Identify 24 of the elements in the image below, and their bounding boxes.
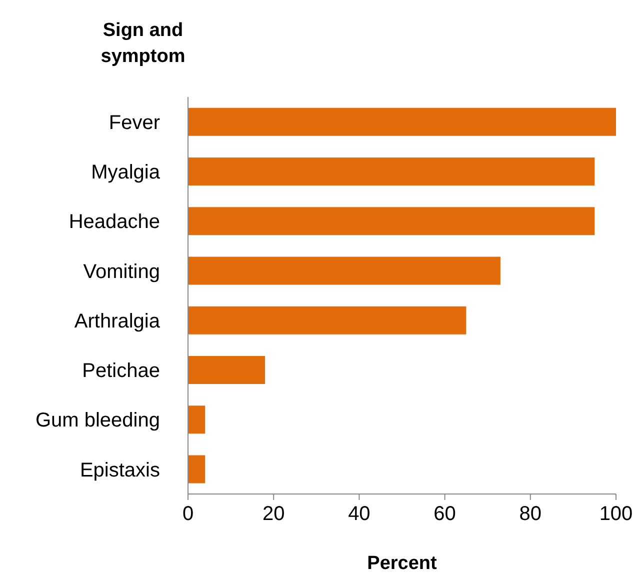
x-tick-label: 80 [519, 503, 542, 526]
bar [188, 158, 595, 186]
bar [188, 207, 595, 236]
bar [188, 256, 500, 285]
bar [188, 108, 616, 136]
x-axis-title: Percent [367, 553, 438, 574]
y-tick-label: Headache [68, 211, 160, 234]
x-tick-label: 20 [262, 503, 285, 526]
y-tick-label: Myalgia [91, 162, 161, 184]
y-tick-label: Arthralgia [74, 310, 161, 332]
y-tick-label: Gum bleeding [35, 410, 160, 432]
y-tick-label: Vomiting [83, 260, 160, 283]
y-tick-label: Fever [108, 112, 160, 134]
bar [188, 455, 206, 484]
bar [188, 406, 206, 434]
x-tick-label: 0 [182, 503, 194, 526]
x-tick-label: 40 [348, 503, 370, 526]
chart-title: Sign and symptom [100, 19, 186, 69]
y-tick-label: Epistaxis [80, 459, 160, 482]
bar [188, 306, 466, 334]
x-tick-label: 100 [599, 503, 633, 526]
bar [188, 356, 266, 384]
x-tick-label: 60 [434, 503, 456, 526]
y-tick-label: Petichae [82, 360, 160, 382]
